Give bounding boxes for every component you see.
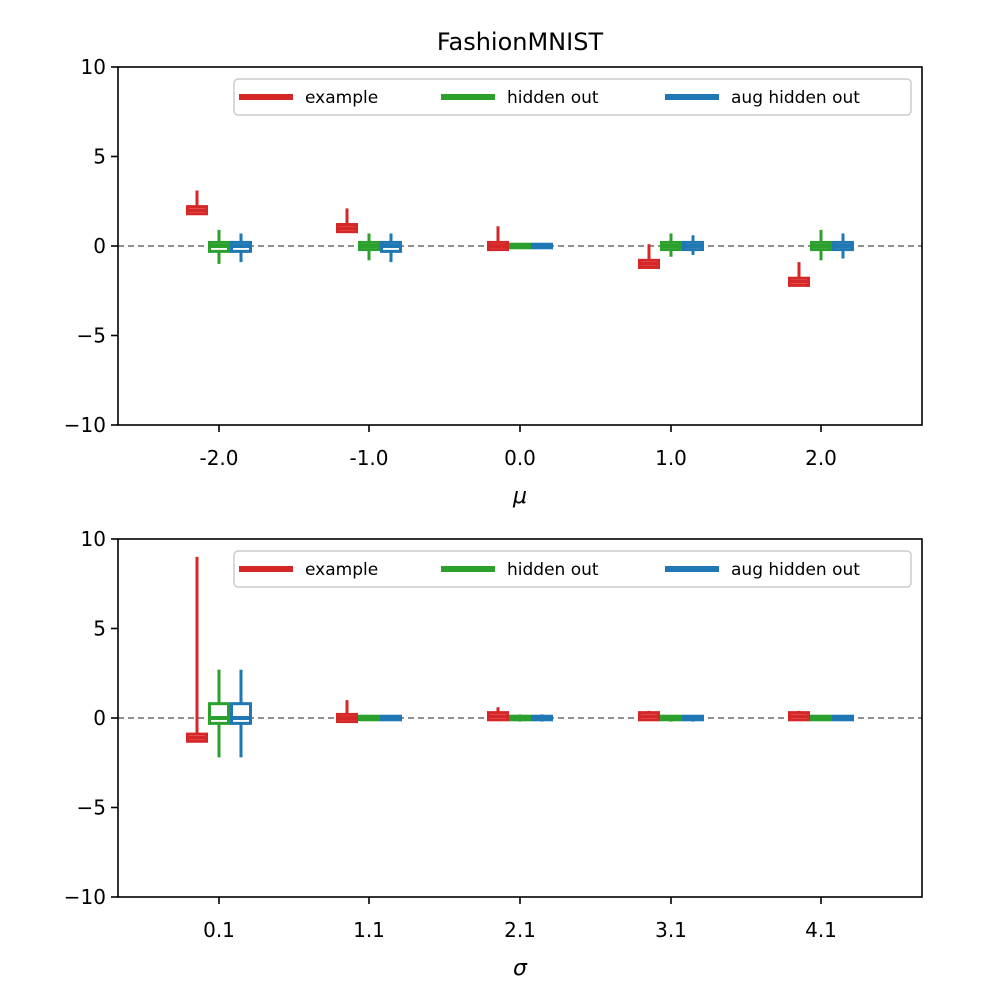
- x-tick-label: 0.1: [203, 918, 235, 942]
- box-example-2: [487, 707, 509, 722]
- y-tick-label: −10: [64, 885, 106, 909]
- box-hidden-0: [208, 669, 230, 758]
- mu-panel: FashionMNIST −10 −5 0 5 10 -2.0 -1.0 0.0 1.0 2.0 μ e…: [64, 28, 923, 509]
- box-hidden-3: [660, 233, 682, 257]
- box-iqr: [208, 702, 230, 725]
- box-example-2: [487, 226, 509, 252]
- y-tick-label: 0: [93, 234, 106, 258]
- y-tick-label: 10: [81, 527, 106, 551]
- box-hidden-0: [208, 229, 230, 264]
- legend-label-example: example: [305, 88, 378, 108]
- x-tick-label: 0.0: [504, 446, 536, 470]
- box-hidden-4: [810, 229, 832, 261]
- x-tick-label: 2.0: [805, 446, 837, 470]
- y-tick-label: −5: [77, 796, 106, 820]
- legend-frame: [233, 78, 912, 116]
- box-hidden-2: [509, 714, 531, 722]
- legend: example hidden out aug hidden out: [233, 78, 912, 116]
- box-example-4: [788, 262, 810, 287]
- y-tick-label: 0: [93, 706, 106, 730]
- legend-label-example: example: [305, 560, 378, 580]
- x-tick-label: -1.0: [349, 446, 388, 470]
- y-tick-label: −10: [64, 413, 106, 437]
- box-aug-0: [230, 669, 252, 758]
- sigma-panel: −10 −5 0 5 10 0.1 1.1 2.1 3.1 4.1 σ example hidden o…: [64, 527, 923, 981]
- x-tick-label: -2.0: [199, 446, 238, 470]
- box-example-1: [336, 700, 358, 724]
- box-example-3: [638, 244, 660, 269]
- legend: example hidden out aug hidden out: [233, 550, 912, 588]
- y-tick-label: 10: [81, 55, 106, 79]
- legend-label-hidden: hidden out: [507, 88, 599, 108]
- box-aug-0: [230, 233, 252, 263]
- x-tick-label: 3.1: [655, 918, 687, 942]
- box-aug-1: [380, 714, 402, 722]
- box-iqr: [230, 702, 252, 725]
- box-aug-3: [682, 714, 704, 722]
- x-axis-label: σ: [513, 956, 528, 981]
- legend-label-aug: aug hidden out: [731, 88, 860, 108]
- legend-label-hidden: hidden out: [507, 560, 599, 580]
- x-tick-label: 1.0: [655, 446, 687, 470]
- box-example-0: [186, 556, 208, 743]
- box-hidden-2: [509, 242, 531, 250]
- box-hidden-1: [358, 714, 380, 722]
- box-example-4: [788, 710, 810, 722]
- box-aug-4: [832, 233, 854, 259]
- x-tick-label: 2.1: [504, 918, 536, 942]
- legend-label-aug: aug hidden out: [731, 560, 860, 580]
- y-tick-label: 5: [93, 617, 106, 641]
- y-tick-label: 5: [93, 145, 106, 169]
- box-hidden-3: [660, 714, 682, 722]
- legend-frame: [233, 550, 912, 588]
- box-hidden-4: [810, 714, 832, 722]
- box-example-3: [638, 710, 660, 722]
- y-tick-label: −5: [77, 324, 106, 348]
- chart-title: FashionMNIST: [437, 28, 604, 56]
- x-axis-label: μ: [512, 484, 527, 509]
- box-hidden-1: [358, 233, 380, 261]
- box-example-0: [186, 190, 208, 216]
- box-aug-2: [531, 714, 553, 722]
- box-aug-4: [832, 714, 854, 722]
- x-tick-label: 4.1: [805, 918, 837, 942]
- box-aug-3: [682, 235, 704, 255]
- box-aug-2: [531, 242, 553, 250]
- box-example-1: [336, 208, 358, 234]
- x-tick-label: 1.1: [353, 918, 385, 942]
- box-aug-1: [380, 233, 402, 263]
